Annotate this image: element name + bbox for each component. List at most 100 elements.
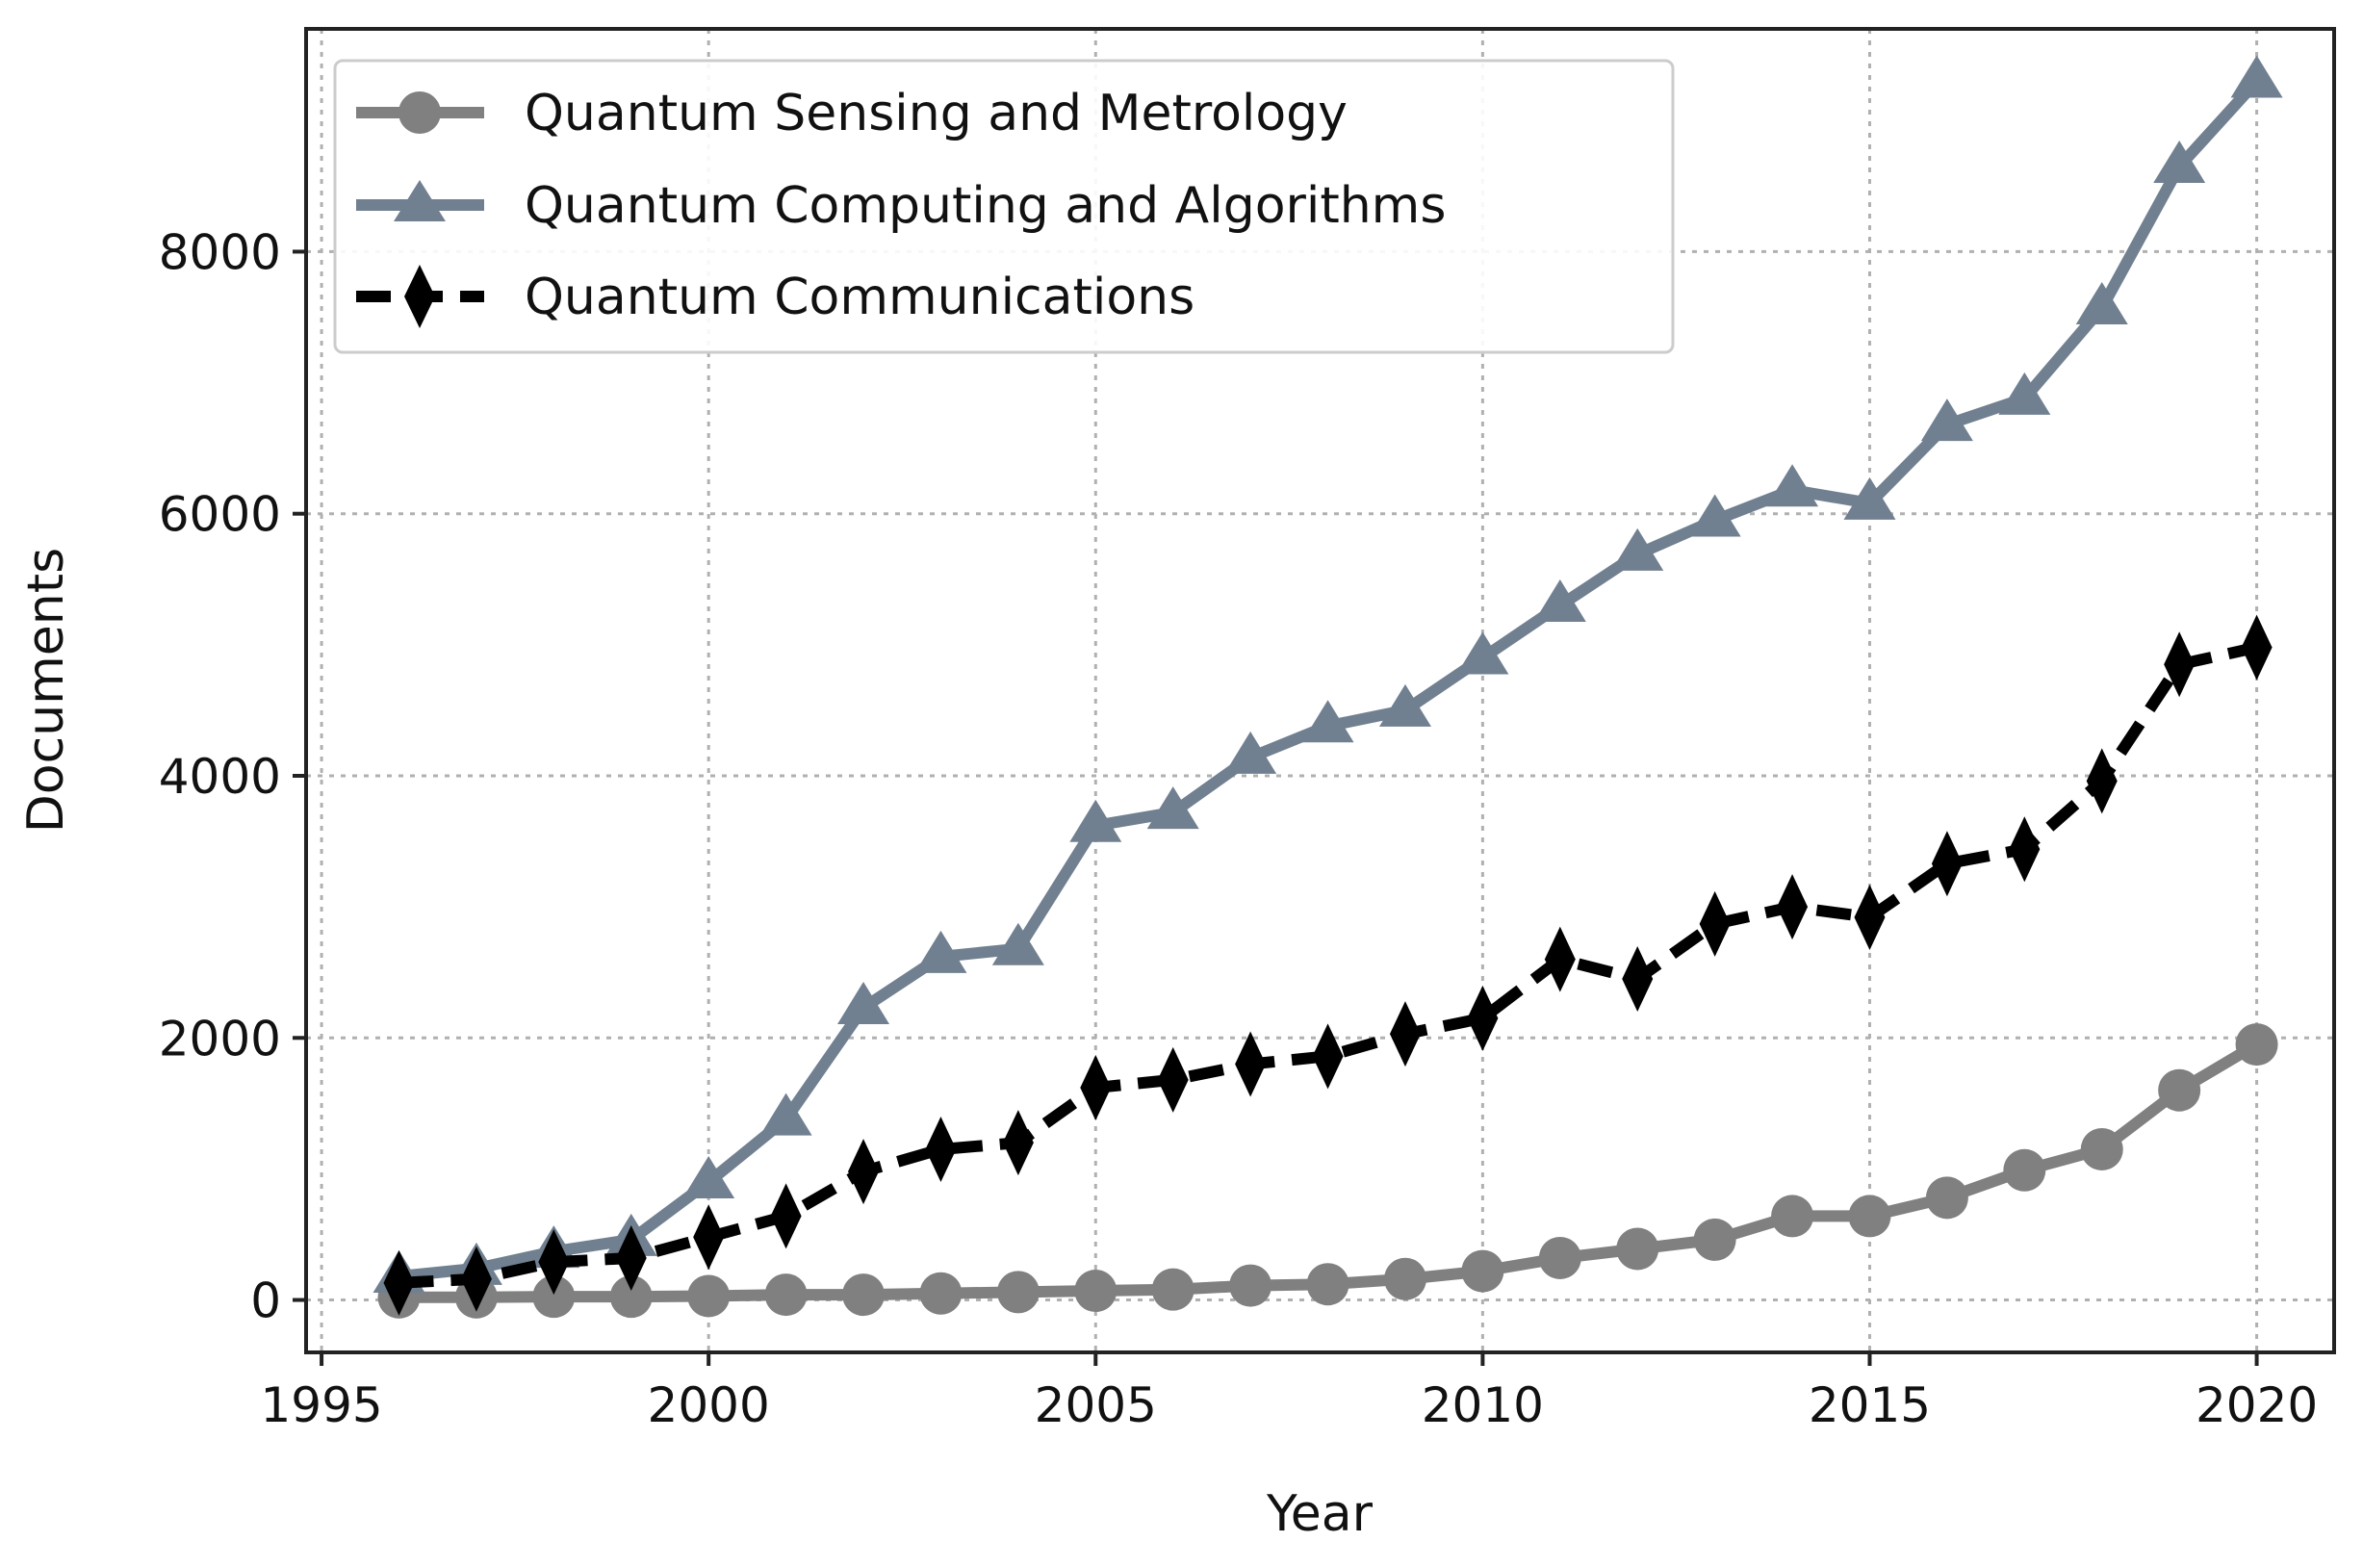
- data-point-diamond: [770, 1183, 802, 1249]
- data-point-diamond: [1389, 1001, 1421, 1067]
- y-tick-label: 8000: [159, 224, 281, 280]
- data-point-diamond: [1931, 831, 1963, 897]
- data-point-triangle: [1998, 372, 2051, 415]
- legend-entry-sensing: Quantum Sensing and Metrology: [356, 85, 1348, 142]
- data-point-diamond: [2164, 631, 2196, 698]
- data-point-diamond: [1467, 985, 1499, 1051]
- series-2: [372, 55, 2283, 1294]
- x-tick-label: 2010: [1422, 1377, 1544, 1433]
- x-axis-label: Year: [1266, 1485, 1374, 1543]
- x-tick-label: 2005: [1035, 1377, 1157, 1433]
- data-point-circle: [996, 1271, 1040, 1314]
- data-point-triangle: [2153, 140, 2206, 183]
- data-point-triangle: [1224, 731, 1277, 774]
- data-point-triangle: [1611, 527, 1664, 571]
- data-point-diamond: [848, 1139, 880, 1205]
- x-tick-label: 2000: [648, 1377, 770, 1433]
- data-point-diamond: [693, 1204, 725, 1271]
- data-point-diamond: [1777, 874, 1809, 940]
- legend-entry-computing: Quantum Computing and Algorithms: [356, 177, 1446, 235]
- data-point-triangle: [1146, 786, 1199, 830]
- legend: Quantum Sensing and Metrology Quantum Co…: [333, 59, 1675, 354]
- data-point-circle: [1229, 1264, 1272, 1307]
- data-point-diamond: [1157, 1046, 1189, 1113]
- series-1: [377, 1023, 2278, 1319]
- data-point-circle: [687, 1274, 731, 1318]
- data-point-triangle: [682, 1156, 735, 1199]
- data-point-triangle: [759, 1092, 812, 1136]
- data-point-triangle: [1688, 494, 1741, 537]
- legend-label-computing: Quantum Computing and Algorithms: [525, 177, 1446, 235]
- data-point-diamond: [1002, 1110, 1034, 1176]
- legend-label-communications: Quantum Communications: [525, 269, 1194, 326]
- data-point-diamond: [1544, 926, 1576, 992]
- data-point-triangle: [1920, 398, 1973, 442]
- data-point-circle: [1461, 1249, 1504, 1293]
- series-layer: [372, 55, 2283, 1319]
- data-point-triangle: [1533, 579, 1586, 623]
- axis-ticks: 1995 2000 2005 2010 2015 2020 0 2000 4000 6000 800…: [159, 224, 2318, 1433]
- data-point-diamond: [1854, 885, 1886, 951]
- data-point-diamond: [460, 1246, 492, 1312]
- data-point-circle: [532, 1275, 576, 1319]
- y-tick-label: 2000: [159, 1011, 281, 1067]
- data-point-circle: [1074, 1270, 1117, 1313]
- legend-entry-communications: Quantum Communications: [356, 265, 1194, 328]
- data-point-diamond: [1235, 1031, 1267, 1097]
- x-tick-label: 1995: [260, 1377, 382, 1433]
- data-point-triangle: [1456, 631, 1509, 675]
- data-point-triangle: [914, 930, 967, 973]
- data-point-triangle: [1069, 799, 1122, 842]
- legend-label-sensing: Quantum Sensing and Metrology: [525, 85, 1348, 142]
- data-point-triangle: [837, 981, 890, 1024]
- data-point-diamond: [383, 1249, 415, 1316]
- data-point-triangle: [991, 922, 1044, 965]
- data-point-diamond: [538, 1229, 570, 1296]
- y-tick-label: 0: [250, 1273, 281, 1329]
- data-point-circle: [842, 1273, 886, 1317]
- data-point-triangle: [1301, 700, 1354, 743]
- legend-marker-triangle: [394, 180, 446, 221]
- data-point-diamond: [615, 1224, 647, 1291]
- y-tick-label: 6000: [159, 487, 281, 543]
- plot-frame: [304, 27, 2336, 1354]
- data-point-diamond: [1699, 890, 1731, 957]
- data-point-triangle: [1766, 464, 1819, 507]
- data-point-diamond: [2086, 748, 2118, 814]
- data-point-circle: [609, 1275, 653, 1319]
- data-point-circle: [1616, 1227, 1659, 1271]
- legend-marker-diamond: [404, 265, 435, 328]
- data-point-circle: [1693, 1218, 1736, 1261]
- data-point-circle: [2080, 1127, 2123, 1170]
- data-point-circle: [764, 1273, 808, 1317]
- data-point-circle: [1848, 1195, 1891, 1238]
- x-tick-label: 2015: [1809, 1377, 1931, 1433]
- data-point-diamond: [2241, 614, 2273, 681]
- data-point-circle: [1925, 1176, 1968, 1220]
- data-point-triangle: [2230, 55, 2283, 98]
- data-point-circle: [2158, 1068, 2201, 1112]
- data-point-triangle: [2075, 281, 2128, 324]
- data-point-circle: [2003, 1148, 2046, 1192]
- data-point-triangle: [1378, 683, 1431, 727]
- data-point-triangle: [1843, 476, 1896, 520]
- legend-marker-circle: [398, 91, 441, 134]
- data-point-circle: [1538, 1236, 1581, 1279]
- data-point-circle: [1383, 1257, 1426, 1300]
- data-point-circle: [1771, 1195, 1814, 1238]
- data-point-diamond: [1312, 1023, 1344, 1090]
- data-point-circle: [1306, 1263, 1349, 1306]
- y-tick-label: 4000: [159, 749, 281, 805]
- data-point-diamond: [1080, 1055, 1112, 1120]
- data-point-diamond: [2009, 816, 2041, 883]
- data-point-circle: [1151, 1268, 1194, 1311]
- legend-box: [333, 59, 1675, 354]
- y-axis-label: Documents: [17, 548, 75, 834]
- series-3: [383, 614, 2273, 1316]
- data-point-circle: [919, 1272, 963, 1315]
- data-point-diamond: [925, 1116, 957, 1182]
- x-tick-label: 2020: [2196, 1377, 2318, 1433]
- data-point-diamond: [1622, 946, 1654, 1013]
- data-point-circle: [2235, 1023, 2278, 1067]
